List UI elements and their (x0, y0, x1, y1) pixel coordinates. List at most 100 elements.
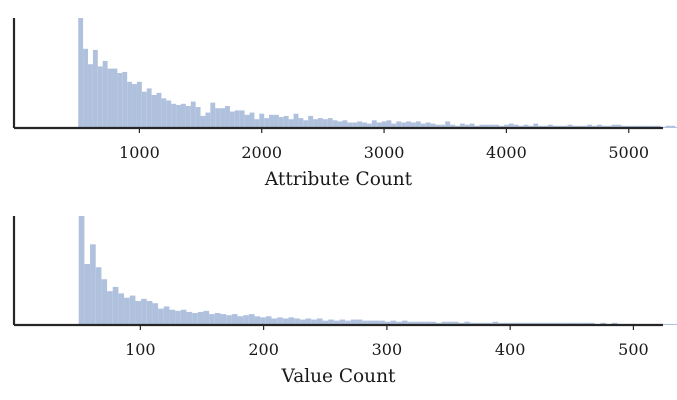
attribute-count-bar (430, 123, 436, 128)
value-count-bar (350, 319, 357, 325)
attribute-count-bar (347, 122, 353, 128)
attribute-count-bar (567, 124, 573, 128)
value-count-tick-label: 100 (125, 340, 156, 359)
value-count-bar (322, 320, 329, 325)
attribute-count-tick-label: 3000 (364, 143, 405, 162)
value-count-bar (146, 301, 153, 325)
attribute-count-bars (78, 18, 677, 128)
attribute-count-bar (675, 126, 677, 128)
attribute-count-bar (523, 124, 529, 128)
attribute-count-tick-label: 1000 (119, 143, 160, 162)
attribute-count-bar (293, 113, 299, 128)
value-count-bar (163, 306, 170, 325)
value-count-bar (339, 319, 346, 325)
attribute-count-bar (205, 112, 211, 128)
attribute-count-bar (318, 118, 323, 128)
attribute-count-bar (288, 119, 294, 128)
attribute-count-bar (440, 124, 446, 128)
value-count-bar (237, 316, 244, 325)
value-count-bar (396, 321, 402, 325)
attribute-count-bar (234, 110, 240, 128)
value-count-bar (401, 320, 408, 325)
attribute-count-bar (386, 120, 392, 128)
value-count-bar (288, 317, 295, 325)
attribute-count-bar (264, 118, 270, 128)
value-count-bar (129, 295, 136, 325)
value-count-bar (112, 286, 119, 325)
value-count-bar (214, 313, 221, 325)
attribute-count-bar (376, 122, 382, 128)
value-count-bar (311, 319, 317, 325)
attribute-count-bar (161, 98, 167, 128)
value-count-axis-title: Value Count (281, 366, 396, 387)
attribute-count-bar (327, 118, 333, 128)
value-count-bar (231, 314, 238, 325)
attribute-count-bar (313, 119, 318, 128)
attribute-count-panel: 1000 2000 3000 4000 5000 Attribute Count (12, 18, 677, 190)
value-count-bar (282, 318, 289, 325)
attribute-count-bar (117, 73, 123, 128)
value-count-bar (124, 297, 130, 325)
value-count-bar (169, 309, 176, 325)
attribute-count-bar (308, 115, 314, 128)
attribute-count-bar (450, 124, 456, 128)
attribute-count-bar (303, 120, 309, 128)
value-count-bar (413, 321, 419, 325)
attribute-count-bar (92, 49, 98, 128)
value-count-bar (265, 316, 272, 325)
value-count-bar (390, 320, 397, 325)
value-count-bar (135, 301, 142, 325)
attribute-count-bar (611, 124, 617, 128)
attribute-count-bar (508, 123, 514, 128)
attribute-count-bar (665, 125, 671, 128)
value-count-bar (384, 321, 391, 325)
value-count-bar (277, 317, 283, 325)
attribute-count-bar (406, 121, 411, 128)
attribute-count-bar (254, 119, 260, 128)
value-count-bar (254, 316, 261, 325)
attribute-count-bar (112, 68, 118, 128)
value-count-tick-label: 300 (372, 340, 403, 359)
value-count-bar (248, 314, 255, 325)
attribute-count-bar (249, 112, 255, 128)
attribute-count-bar (225, 106, 230, 128)
attribute-count-bar (415, 121, 421, 128)
value-count-bar (158, 308, 164, 325)
attribute-count-bar (513, 124, 519, 128)
value-count-bar (441, 321, 448, 325)
value-count-bar (197, 311, 204, 325)
value-count-bar (367, 320, 374, 325)
value-count-bar (90, 244, 96, 325)
value-count-bar (220, 314, 227, 325)
value-count-bar (209, 314, 215, 325)
attribute-count-bar (298, 118, 304, 128)
value-count-ticks: 100 200 300 400 500 (125, 325, 649, 359)
attribute-count-bar (141, 91, 147, 128)
value-count-bar (379, 320, 385, 325)
attribute-count-bar (362, 122, 367, 128)
attribute-count-bar (156, 92, 162, 128)
value-count-bar (186, 311, 193, 325)
value-count-bar (464, 321, 470, 325)
value-count-bar (180, 309, 187, 325)
value-count-bar (271, 318, 278, 325)
value-count-bar (492, 321, 499, 325)
attribute-count-bar (127, 81, 133, 128)
attribute-count-bar (381, 121, 387, 128)
attribute-count-bar (180, 103, 186, 128)
value-count-bar (101, 279, 108, 325)
value-count-bar (407, 321, 414, 325)
attribute-count-bar (176, 104, 181, 128)
value-count-bar (333, 320, 340, 325)
attribute-count-bar (322, 119, 328, 128)
value-count-bar (418, 321, 425, 325)
attribute-count-bar (420, 123, 426, 128)
value-count-tick-label: 500 (618, 340, 649, 359)
attribute-count-bar (391, 123, 397, 128)
attribute-count-bar (166, 100, 172, 128)
value-count-bar (141, 298, 147, 325)
attribute-count-bar (273, 114, 279, 128)
value-count-bar (243, 315, 249, 325)
